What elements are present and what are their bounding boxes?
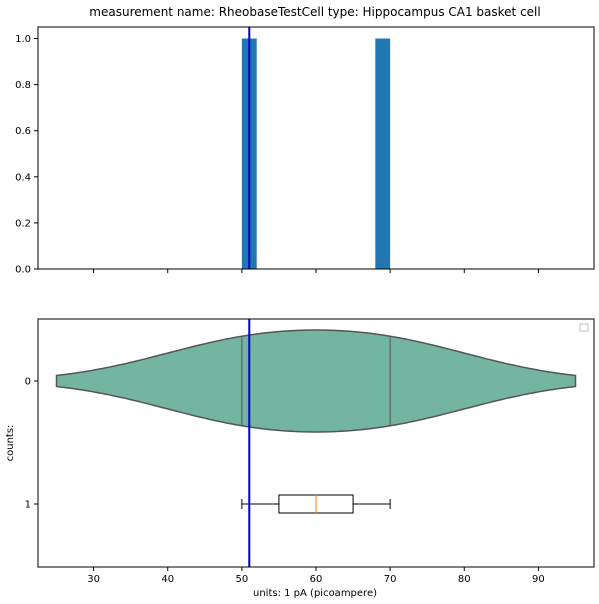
violin-box-plot: 0 1 30 40 50 60 70 80 90 — [25, 319, 577, 585]
y-tick-label: 0.8 — [15, 80, 31, 91]
x-tick-label: 80 — [458, 574, 471, 585]
x-axis-label: units: 1 pA (picoampere) — [253, 588, 377, 599]
y-tick-label: 0.2 — [15, 218, 31, 229]
histogram-frame — [37, 26, 595, 270]
x-tick-label: 70 — [384, 574, 397, 585]
y-tick-label: 1 — [25, 500, 31, 511]
legend-box — [579, 323, 589, 332]
y-tick-label: 0.4 — [15, 172, 31, 183]
chart-title: measurement name: RheobaseTestCell type:… — [89, 5, 540, 19]
histogram-plot: 0.0 0.2 0.4 0.6 0.8 1.0 — [15, 27, 539, 276]
violin-body — [55, 329, 577, 433]
x-tick-label: 60 — [310, 574, 323, 585]
y-tick-label: 0 — [25, 377, 31, 388]
x-tick-label: 90 — [532, 574, 545, 585]
x-tick-label: 30 — [87, 574, 100, 585]
y-axis-label: counts: — [5, 425, 16, 462]
y-tick-label: 0.6 — [15, 126, 31, 137]
histogram-bar-1 — [375, 38, 391, 270]
y-tick-label: 0.0 — [15, 265, 31, 276]
violin-frame — [37, 318, 595, 568]
y-tick-label: 1.0 — [15, 34, 31, 45]
x-tick-label: 40 — [161, 574, 174, 585]
x-tick-label: 50 — [235, 574, 248, 585]
